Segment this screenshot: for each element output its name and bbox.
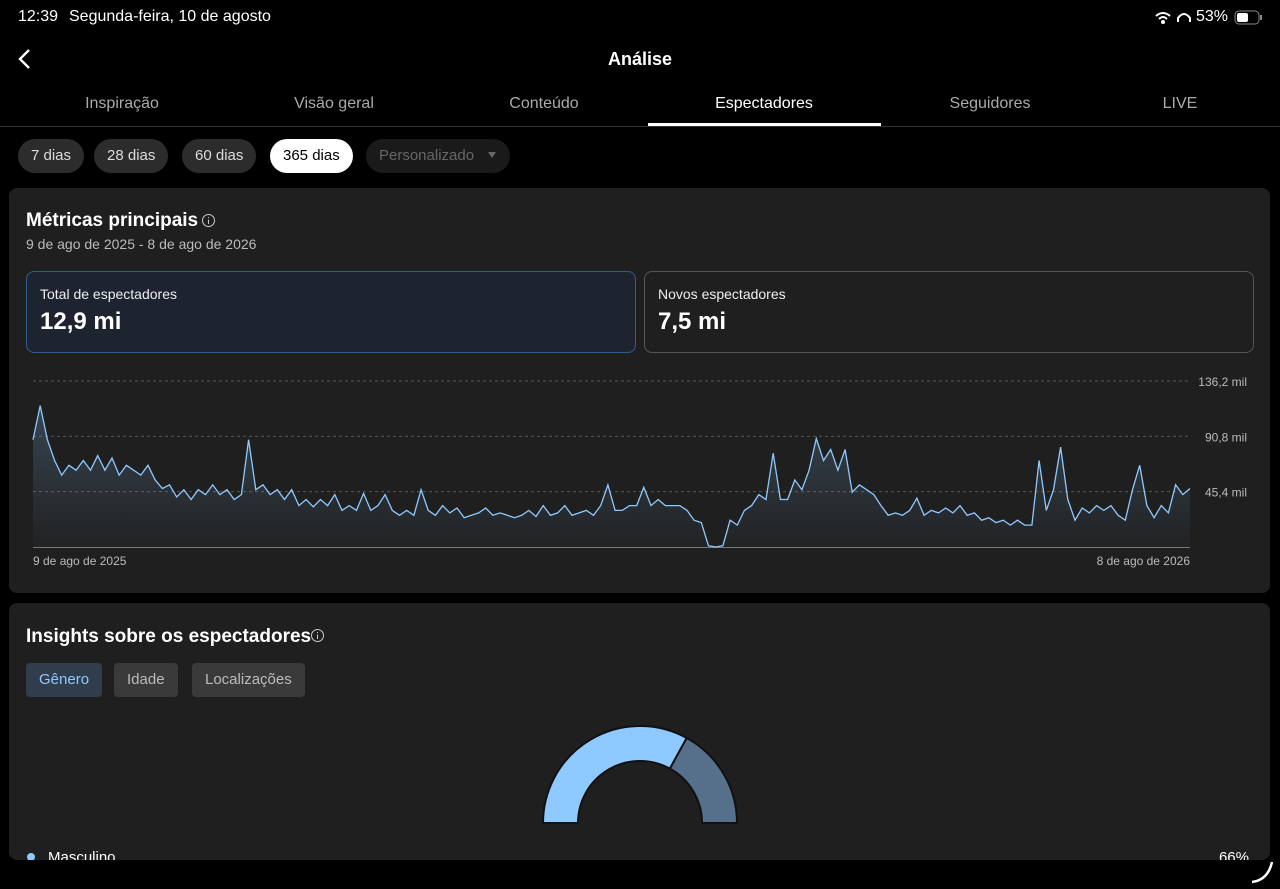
donut-segment <box>668 736 739 824</box>
tab[interactable]: LIVE <box>1162 95 1198 112</box>
legend-value: 66% <box>1219 849 1249 860</box>
metric-label: Novos espectadores <box>658 286 786 302</box>
period-chip[interactable]: 60 dias <box>182 139 257 173</box>
insight-tab[interactable]: Localizações <box>192 663 305 697</box>
line-chart: 45,4 mil 90,8 mil 136,2 mil 9 de ago de 202… <box>32 375 1247 568</box>
insight-tab[interactable]: Idade <box>114 663 178 697</box>
metric-box[interactable]: Total de espectadores 12,9 mi <box>26 271 636 353</box>
tab[interactable]: Espectadores <box>715 95 813 112</box>
info-icon[interactable] <box>201 213 216 228</box>
period-chip[interactable]: 28 dias <box>94 139 169 173</box>
tab-underline <box>648 123 881 126</box>
tab[interactable]: Visão geral <box>294 95 374 112</box>
legend-label: Masculino <box>48 849 116 860</box>
metric-value: 12,9 mi <box>40 308 122 335</box>
card-title: Insights sobre os espectadores <box>26 626 312 647</box>
tab-divider <box>0 126 1280 127</box>
back-button[interactable] <box>16 48 36 70</box>
legend-dot <box>27 853 35 860</box>
donut-chart: Masculino 66% <box>27 725 1249 860</box>
y-tick-label: 136,2 mil <box>1198 375 1247 389</box>
info-icon[interactable] <box>310 628 325 643</box>
metric-label: Total de espectadores <box>40 286 177 302</box>
insight-tab[interactable]: Gênero <box>26 663 103 697</box>
tab[interactable]: Seguidores <box>949 95 1031 112</box>
page-title: Análise <box>607 49 673 69</box>
donut-segment <box>541 725 689 824</box>
date-range: 9 de ago de 2025 - 8 de ago de 2026 <box>26 236 257 252</box>
battery-icon <box>1234 10 1262 25</box>
status-icons <box>1155 12 1191 24</box>
dropdown-caret <box>488 152 496 158</box>
card-title: Métricas principais <box>26 210 199 231</box>
x-tick-label: 9 de ago de 2025 <box>33 554 127 568</box>
area <box>33 405 1190 547</box>
resize-handle <box>1251 861 1274 884</box>
period-chip[interactable]: 365 dias <box>270 139 353 173</box>
period-chip[interactable]: 7 dias <box>18 139 85 173</box>
y-tick-label: 90,8 mil <box>1205 430 1247 444</box>
x-tick-label: 8 de ago de 2026 <box>1097 554 1191 568</box>
tab[interactable]: Conteúdo <box>509 95 579 112</box>
tab[interactable]: Inspiração <box>85 95 159 112</box>
y-tick-label: 45,4 mil <box>1205 486 1247 500</box>
line <box>32 405 1191 548</box>
status-battery: 53% <box>1196 8 1229 25</box>
period-chip[interactable]: Personalizado <box>366 139 511 173</box>
metric-value: 7,5 mi <box>658 308 727 335</box>
metric-box[interactable]: Novos espectadores 7,5 mi <box>644 271 1254 353</box>
status-date: Segunda-feira, 10 de agosto <box>69 8 271 25</box>
status-time: 12:39 <box>18 8 59 25</box>
